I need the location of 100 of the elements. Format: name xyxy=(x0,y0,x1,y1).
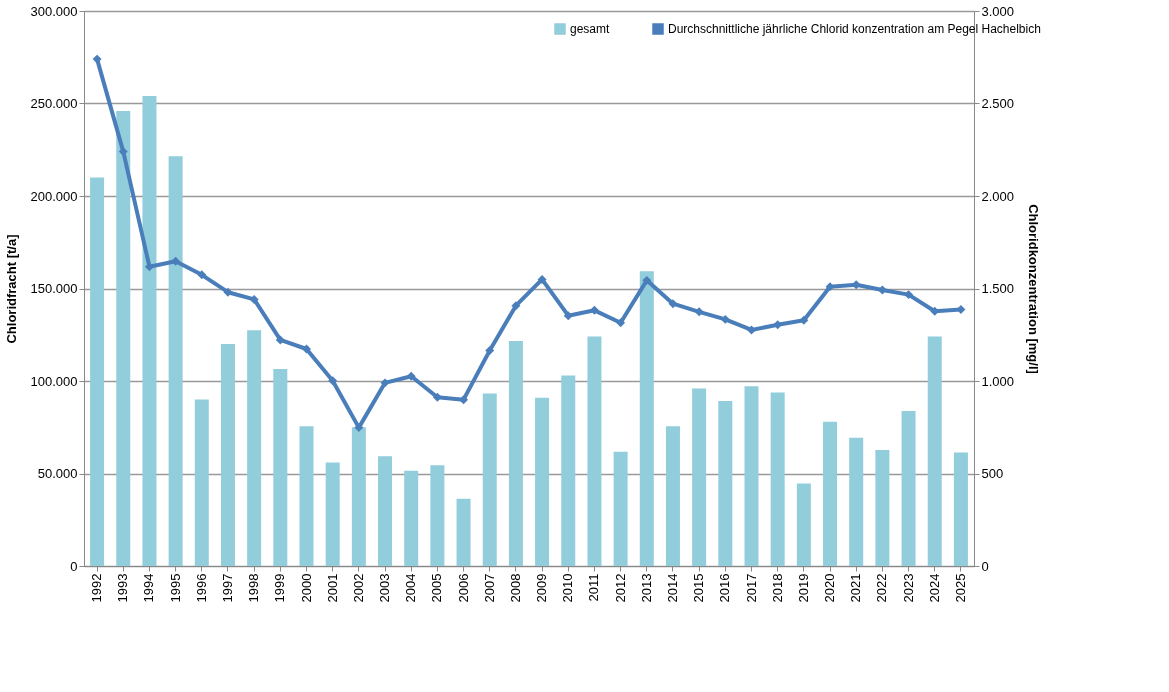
bar xyxy=(482,393,497,566)
point xyxy=(328,376,338,386)
point xyxy=(223,287,233,297)
y-tick-label: 300.000 xyxy=(30,3,78,19)
x-tick-label: 2022 xyxy=(874,573,890,603)
y2-tick-label: 2.000 xyxy=(981,188,1015,204)
x-tick-label: 2009 xyxy=(534,573,550,603)
point xyxy=(406,371,416,381)
legend-label: gesamt xyxy=(570,22,611,36)
x-tick-label: 2017 xyxy=(743,573,759,603)
bar xyxy=(953,452,968,566)
point xyxy=(432,392,442,402)
x-tick-label: 1992 xyxy=(89,573,105,603)
x-tick-label: 1994 xyxy=(141,573,157,603)
bar xyxy=(770,392,785,566)
bar xyxy=(404,470,419,566)
y2-axis-title: Chloridkonzentration [mg/l] xyxy=(1026,204,1042,374)
bar xyxy=(692,388,707,566)
y-tick-label: 250.000 xyxy=(30,96,78,111)
x-tick-label: 2021 xyxy=(848,573,864,603)
point xyxy=(249,294,259,304)
point xyxy=(563,311,573,321)
y2-tick-label: 1.000 xyxy=(981,373,1015,389)
x-tick-label: 2015 xyxy=(691,573,707,603)
x-tick-label: 2005 xyxy=(429,573,445,603)
bar xyxy=(168,156,183,566)
bar xyxy=(587,336,602,566)
x-tick-label: 1999 xyxy=(272,573,288,603)
bar xyxy=(639,271,654,566)
bar xyxy=(378,456,393,566)
point xyxy=(511,301,521,311)
y-tick-label: 200.000 xyxy=(30,188,78,204)
bar xyxy=(744,386,759,566)
x-tick-label: 2010 xyxy=(560,573,576,603)
x-tick-label: 1995 xyxy=(167,573,183,603)
bar xyxy=(665,426,680,566)
bar xyxy=(142,96,157,566)
x-tick-label: 2011 xyxy=(586,573,602,602)
bar xyxy=(116,110,131,566)
x-tick-label: 2018 xyxy=(769,573,785,603)
bar xyxy=(273,368,288,566)
bar xyxy=(325,462,340,566)
x-tick-label: 2006 xyxy=(455,573,471,603)
x-tick-label: 2003 xyxy=(377,573,393,603)
bar xyxy=(247,330,262,566)
x-tick-label: 1996 xyxy=(193,573,209,603)
y-tick-label: 0 xyxy=(70,558,78,574)
point xyxy=(354,423,364,433)
y2-tick-label: 2.500 xyxy=(981,96,1015,111)
bar xyxy=(90,177,105,566)
x-tick-label: 2000 xyxy=(298,573,314,603)
bar xyxy=(718,400,733,566)
x-tick-label: 2002 xyxy=(350,573,366,603)
bar xyxy=(351,427,366,566)
point xyxy=(747,325,756,335)
bar xyxy=(901,410,916,566)
x-tick-label: 2013 xyxy=(638,573,654,603)
x-tick-label: 2007 xyxy=(481,573,497,603)
legend-label: Durchschnittliche jährliche Chlorid konzentration am Pegel Hachelbich xyxy=(668,22,1041,36)
point xyxy=(275,335,285,345)
x-tick-label: 1997 xyxy=(219,573,235,603)
point xyxy=(380,378,390,388)
point xyxy=(197,270,207,280)
y2-tick-label: 0 xyxy=(981,558,989,574)
x-tick-label: 2020 xyxy=(822,573,838,603)
point xyxy=(459,395,469,405)
bar xyxy=(299,426,314,566)
bar xyxy=(430,465,445,566)
x-tick-label: 2019 xyxy=(795,573,811,603)
bar xyxy=(535,397,550,566)
x-tick-label: 2025 xyxy=(952,573,968,603)
x-tick-label: 1993 xyxy=(115,573,131,603)
point xyxy=(694,307,704,317)
point xyxy=(171,256,181,266)
point xyxy=(92,54,102,64)
x-tick-label: 2012 xyxy=(612,573,628,603)
bar xyxy=(456,498,471,566)
x-tick-label: 2014 xyxy=(664,573,680,603)
point xyxy=(485,346,495,355)
point xyxy=(144,262,154,272)
y2-tick-label: 3.000 xyxy=(981,3,1015,19)
point xyxy=(904,290,914,300)
point xyxy=(720,314,730,324)
y-tick-label: 100.000 xyxy=(30,373,78,389)
y-axis-title: Chloridfracht [t/a] xyxy=(3,234,19,344)
x-tick-label: 2004 xyxy=(403,573,419,603)
bar xyxy=(613,451,628,566)
bar xyxy=(194,399,209,566)
bar xyxy=(796,483,811,566)
x-tick-label: 2001 xyxy=(324,573,340,603)
x-tick-label: 2023 xyxy=(900,573,916,603)
x-tick-label: 2024 xyxy=(926,573,942,603)
point xyxy=(537,274,547,284)
bar xyxy=(561,375,576,566)
x-tick-label: 2016 xyxy=(717,573,733,603)
bar xyxy=(927,336,942,566)
point xyxy=(799,315,809,325)
bar xyxy=(508,341,523,566)
bar xyxy=(220,344,235,566)
y2-tick-label: 1.500 xyxy=(981,281,1015,296)
